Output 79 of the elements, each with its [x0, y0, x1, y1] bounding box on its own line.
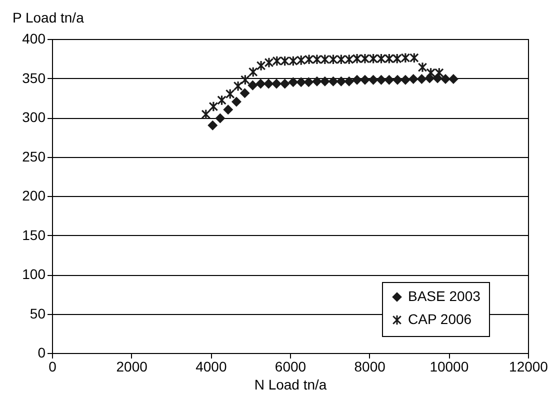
point	[296, 78, 306, 87]
point	[448, 74, 458, 84]
point	[216, 114, 225, 123]
point	[312, 76, 322, 86]
point	[304, 78, 314, 87]
point	[352, 53, 362, 64]
point	[304, 54, 314, 65]
legend-label: BASE 2003	[408, 288, 481, 304]
point	[240, 88, 250, 98]
point	[296, 54, 306, 66]
point	[328, 54, 338, 65]
point	[336, 76, 346, 86]
point	[344, 76, 354, 86]
point	[248, 66, 258, 78]
x-axis-title: N Load tn/a	[254, 376, 327, 392]
point	[360, 53, 370, 64]
x-tick-label: 8000	[354, 358, 386, 374]
y-tick-label: 150	[22, 226, 46, 243]
point	[426, 67, 436, 78]
x-tick-label: 10000	[430, 358, 469, 374]
y-tick-label: 50	[30, 305, 46, 322]
point	[272, 79, 282, 88]
point	[208, 120, 218, 130]
point	[217, 94, 226, 106]
y-tick-label: 400	[22, 30, 46, 46]
point	[336, 54, 346, 65]
point	[264, 57, 274, 68]
x-tick-label: 0	[48, 358, 57, 374]
legend-label: CAP 2006	[408, 311, 472, 327]
x-tick-label: 6000	[274, 358, 306, 374]
y-tick-label: 0	[38, 344, 46, 360]
point	[280, 56, 290, 66]
point	[417, 74, 426, 84]
point	[208, 101, 218, 112]
point	[376, 53, 386, 64]
point	[320, 76, 330, 86]
point	[248, 80, 258, 90]
point	[440, 74, 450, 84]
point	[272, 56, 282, 66]
point	[409, 52, 419, 64]
point	[328, 76, 338, 86]
y-tick-label: 200	[22, 188, 46, 204]
point	[320, 54, 330, 65]
point	[392, 75, 402, 84]
point	[384, 75, 394, 84]
point	[264, 79, 274, 88]
point	[408, 74, 418, 84]
y-axis-title: P Load tn/a	[12, 10, 84, 26]
x-tick-label: 12000	[509, 358, 548, 374]
point	[368, 75, 378, 84]
point	[225, 88, 235, 100]
point	[344, 54, 354, 65]
y-tick-label: 250	[22, 148, 46, 164]
point	[232, 97, 242, 106]
y-tick-label: 100	[22, 266, 46, 282]
x-tick-label: 4000	[196, 358, 227, 374]
y-tick-label: 300	[22, 109, 46, 125]
point	[368, 53, 378, 64]
point	[360, 75, 370, 84]
point	[201, 108, 211, 120]
point	[400, 75, 410, 84]
point	[223, 104, 233, 114]
point	[392, 53, 402, 64]
point	[418, 62, 428, 73]
point	[288, 56, 298, 66]
point	[288, 78, 298, 87]
point	[280, 79, 290, 88]
point	[256, 79, 266, 88]
point	[400, 52, 410, 64]
point	[384, 53, 394, 64]
point	[434, 67, 444, 78]
point	[352, 75, 362, 84]
point	[240, 74, 250, 86]
x-tick-label: 2000	[116, 358, 148, 374]
point	[256, 60, 266, 72]
point	[233, 80, 243, 92]
y-tick-label: 350	[22, 70, 46, 86]
point	[312, 54, 322, 65]
point	[376, 75, 386, 84]
